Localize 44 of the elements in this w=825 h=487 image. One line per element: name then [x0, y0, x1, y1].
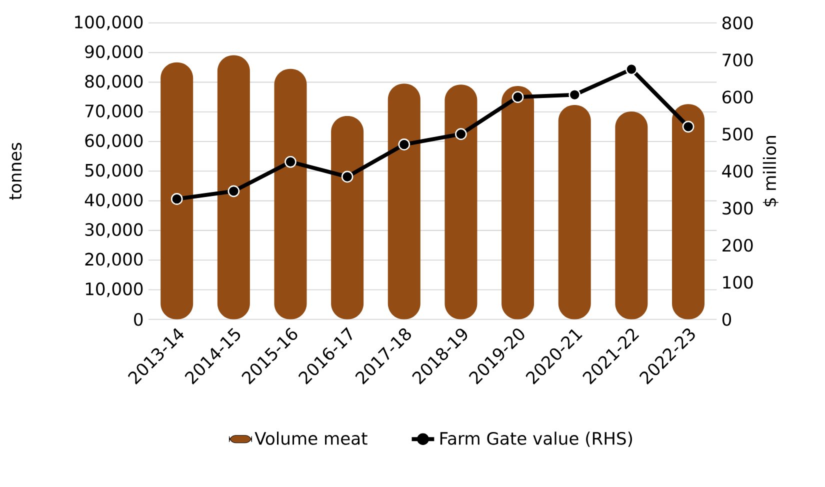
y2-tick-label: 400 — [722, 164, 753, 178]
point — [398, 138, 410, 150]
point — [455, 128, 467, 140]
bar — [444, 84, 478, 320]
y-tick-label: 90,000 — [85, 44, 143, 60]
bar — [672, 104, 705, 320]
bar — [160, 62, 194, 320]
bar — [388, 83, 420, 320]
y2-tick-label: 700 — [722, 53, 753, 66]
point — [682, 120, 694, 132]
y2-tick-label: 100 — [723, 276, 753, 289]
bar — [558, 104, 591, 320]
y2-tick-label: 500 — [722, 127, 753, 140]
y-tick-label: 50,000 — [85, 164, 143, 178]
y-tick-label: 10,000 — [86, 282, 143, 297]
point — [568, 88, 581, 100]
bar — [217, 54, 250, 320]
bar — [615, 111, 648, 320]
y-tick-label: 80,000 — [85, 74, 143, 90]
y-tick-label: 40,000 — [84, 193, 143, 208]
y-tick-label: 60,000 — [85, 134, 143, 149]
y2-tick-label: 600 — [722, 90, 753, 104]
y2-tick-label: 0 — [722, 312, 732, 326]
legend-label: Volume meat — [254, 431, 368, 445]
point — [341, 170, 354, 182]
bar — [502, 86, 534, 320]
point — [284, 156, 296, 168]
y-axis-title: tonnes — [9, 142, 22, 200]
point — [228, 185, 240, 197]
point — [512, 90, 524, 103]
y-tick-label: 100,000 — [75, 15, 143, 30]
y2-tick-label: 300 — [722, 202, 753, 214]
y2-tick-label: 800 — [722, 16, 753, 30]
legend-label: Farm Gate value (RHS) — [440, 431, 632, 447]
bar — [331, 116, 364, 320]
y2-tick-label: 200 — [722, 238, 753, 252]
bar — [274, 68, 307, 320]
y-tick-label: 20,000 — [85, 252, 143, 268]
y-tick-label: 0 — [134, 312, 143, 326]
point — [170, 192, 183, 205]
point — [626, 63, 638, 75]
y-tick-label: 70,000 — [85, 104, 143, 119]
y2-axis-title: $ million — [762, 136, 778, 206]
y-tick-label: 30,000 — [85, 222, 143, 238]
